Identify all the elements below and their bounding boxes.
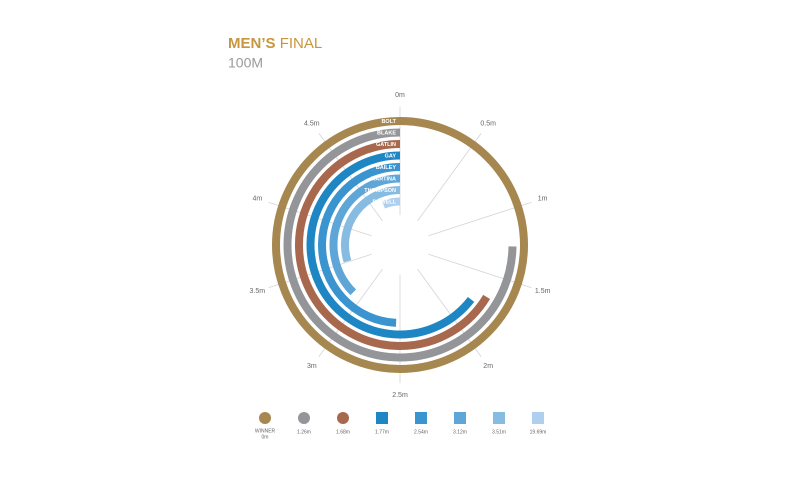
runner-name: MARTINA	[371, 176, 396, 182]
legend-label: 1.77m	[375, 429, 389, 435]
runner-name: GATLIN	[376, 142, 396, 148]
runner-name: BAILEY	[376, 165, 397, 171]
title-rest: FINAL	[280, 35, 323, 52]
legend-label: 0m	[262, 434, 269, 440]
legend-marker	[493, 412, 505, 424]
legend-label: 19.69m	[530, 429, 547, 435]
tick-label: 1.5m	[535, 288, 551, 295]
tick-line	[318, 269, 383, 357]
legend-winner: WINNER	[255, 428, 276, 434]
legend-marker	[532, 412, 544, 424]
runner-name: POWELL	[372, 199, 396, 205]
tick-label: 2m	[483, 363, 493, 370]
legend-label: 1.26m	[297, 429, 311, 435]
title-bold: MEN’S	[228, 35, 276, 52]
runner-arc	[295, 140, 491, 350]
tick-label: 1m	[538, 195, 548, 202]
legend-label: 1.68m	[336, 429, 350, 435]
tick-line	[417, 133, 482, 221]
tick-label: 4.5m	[304, 120, 320, 127]
tick-label: 3m	[307, 363, 317, 370]
runner-name: GAY	[385, 153, 397, 159]
runner-name: BOLT	[381, 119, 396, 125]
runner-arc	[283, 128, 517, 362]
tick-line	[428, 253, 532, 289]
runner-arc	[329, 174, 401, 296]
runner-name: THOMPSON	[364, 188, 396, 194]
tick-line	[417, 269, 482, 357]
chart-subtitle: 100M	[228, 55, 263, 71]
legend-label: 3.12m	[453, 429, 467, 435]
legend-marker	[337, 412, 349, 424]
tick-label: 4m	[252, 195, 262, 202]
tick-line	[428, 201, 532, 237]
runner-arc	[318, 163, 401, 327]
legend-marker	[454, 412, 466, 424]
runner-arc	[341, 186, 401, 263]
runner-arc	[306, 151, 475, 339]
legend-marker	[415, 412, 427, 424]
tick-label: 3.5m	[250, 288, 266, 295]
tick-label: 0m	[395, 92, 405, 99]
chart-title: MEN’S FINAL	[228, 35, 322, 52]
legend-marker	[298, 412, 310, 424]
legend-label: 3.51m	[492, 429, 506, 435]
tick-label: 0.5m	[480, 120, 496, 127]
tick-line	[268, 201, 372, 237]
legend-label: 2.54m	[414, 429, 428, 435]
tick-label: 2.5m	[392, 392, 408, 399]
legend-marker	[259, 412, 271, 424]
legend-marker	[376, 412, 388, 424]
runner-arc	[381, 197, 401, 209]
runner-name: BLAKE	[377, 130, 396, 136]
tick-line	[318, 133, 383, 221]
runner-arc	[272, 117, 528, 373]
tick-line	[268, 253, 372, 289]
